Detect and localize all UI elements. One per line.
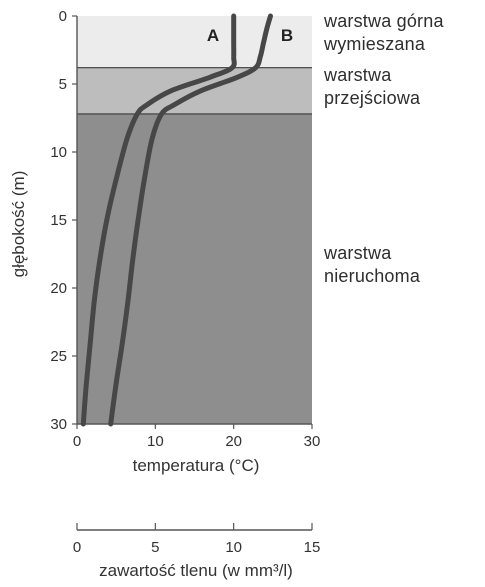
layer-labels: warstwa górna wymieszana warstwa przejściow… [323, 11, 444, 286]
x-tick-label: 20 [225, 433, 242, 450]
layer-label: warstwa górna [323, 11, 444, 31]
layer-band [77, 113, 312, 425]
layer-band [77, 16, 312, 68]
y-axis-label: głębokość (m) [9, 171, 28, 278]
curve-a [80, 13, 237, 427]
layer-label: nieruchoma [324, 266, 421, 286]
oxygen-axis: 0 5 10 15 [73, 523, 321, 556]
curve-label-a: A [207, 26, 219, 45]
y-tick-label: 10 [50, 144, 67, 161]
oxygen-tick-label: 0 [73, 539, 81, 556]
y-axis-ticks: 0 5 10 15 20 25 30 [50, 8, 77, 433]
y-tick-label: 15 [50, 212, 67, 229]
layer-label: przejściowa [324, 88, 421, 108]
layer-label: warstwa [323, 243, 392, 263]
layer-label: wymieszana [323, 34, 426, 54]
x-tick-label: 30 [304, 433, 321, 450]
layer-band [77, 67, 312, 114]
oxygen-tick-label: 5 [151, 539, 159, 556]
oxygen-axis-label: zawartość tlenu (w mm³/l) [99, 561, 293, 580]
x-axis-label: temperatura (°C) [133, 456, 260, 475]
oxygen-tick-label: 10 [225, 539, 242, 556]
x-tick-label: 10 [147, 433, 164, 450]
curve-label-b: B [281, 26, 293, 45]
y-tick-label: 30 [50, 416, 67, 433]
y-tick-label: 25 [50, 348, 67, 365]
x-axis-ticks: 0 10 20 30 [73, 424, 321, 450]
y-tick-label: 5 [59, 76, 67, 93]
series-curves [80, 13, 273, 427]
curve-b [108, 13, 273, 427]
layer-label: warstwa [323, 65, 392, 85]
y-tick-label: 20 [50, 280, 67, 297]
oxygen-tick-label: 15 [304, 539, 321, 556]
layer-bands [76, 16, 312, 425]
x-tick-label: 0 [73, 433, 81, 450]
y-tick-label: 0 [59, 8, 67, 25]
